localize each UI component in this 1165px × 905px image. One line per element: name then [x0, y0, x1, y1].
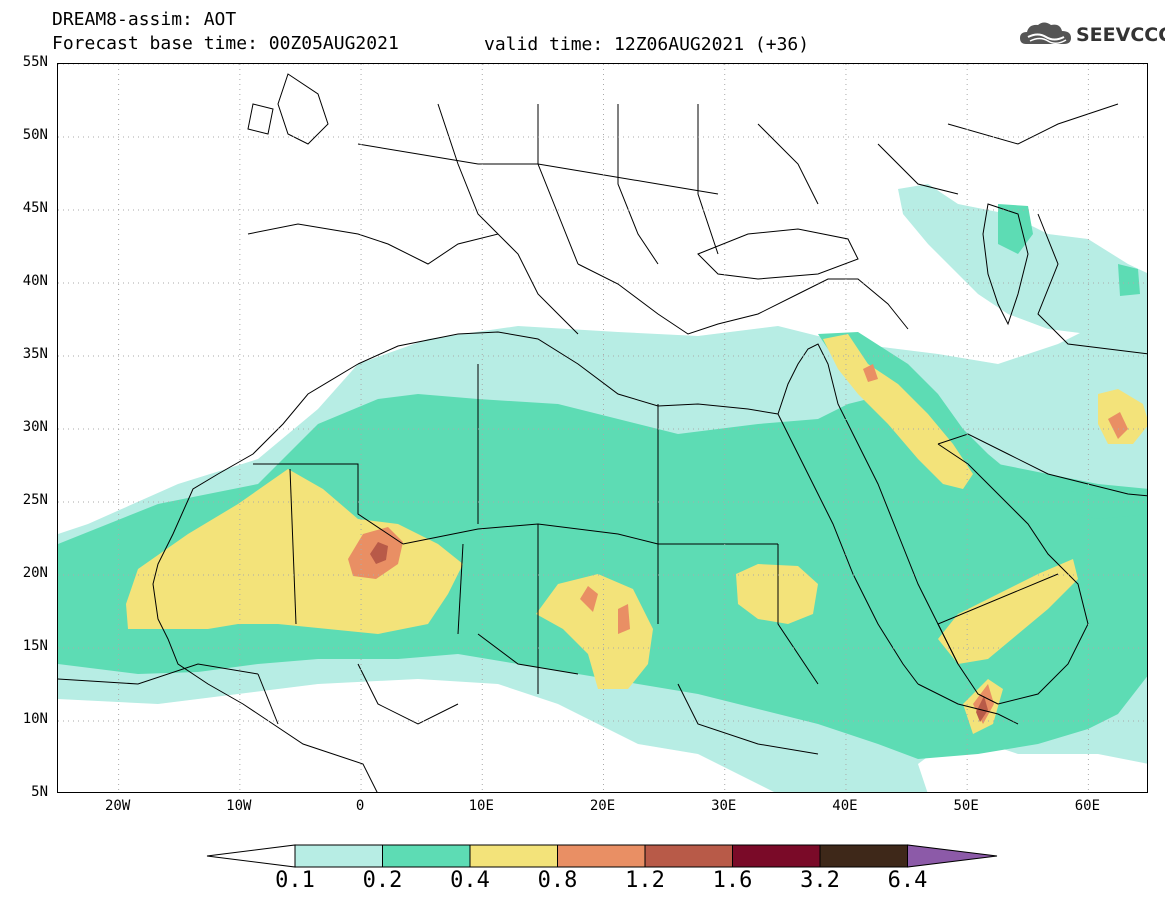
- colorbar-label: 0.1: [275, 868, 315, 893]
- longitude-label: 40E: [832, 798, 858, 814]
- colorbar-segment: [819, 844, 908, 868]
- aot-map: [58, 64, 1147, 792]
- colorbar-segment: [469, 844, 558, 868]
- colorbar-label: 0.4: [450, 868, 490, 893]
- longitude-label: 20E: [589, 798, 616, 814]
- longitude-label: 30E: [711, 798, 737, 814]
- colorbar-under-arrow: [206, 844, 296, 868]
- longitude-label: 10E: [468, 798, 494, 814]
- colorbar: [206, 844, 998, 868]
- coastlines-and-borders: [58, 73, 1147, 792]
- valid-time: valid time: 12Z06AUG2021 (+36): [484, 34, 810, 55]
- colorbar-label: 3.2: [800, 868, 840, 893]
- longitude-label: 10W: [226, 798, 252, 814]
- longitude-label: 20W: [104, 798, 131, 814]
- latitude-label: 50N: [22, 127, 48, 143]
- colorbar-label: 0.2: [362, 868, 403, 893]
- latitude-label: 35N: [22, 346, 48, 362]
- latitude-label: 40N: [22, 273, 48, 289]
- aot-layer-0.4: [126, 334, 1147, 734]
- latitude-label: 15N: [22, 638, 48, 654]
- title-line-1: DREAM8-assim: AOT: [52, 9, 237, 30]
- colorbar-label: 0.8: [537, 868, 578, 893]
- colorbar-segment: [294, 844, 383, 868]
- colorbar-label: 1.6: [712, 868, 753, 893]
- longitude-label: 60E: [1074, 798, 1101, 814]
- cloud-icon: [1020, 22, 1071, 44]
- latitude-label: 10N: [22, 711, 48, 727]
- longitude-label: 50E: [953, 798, 979, 814]
- title-line-2: Forecast base time: 00Z05AUG2021: [52, 33, 399, 54]
- latitude-label: 45N: [22, 200, 48, 216]
- colorbar-segment: [732, 844, 821, 868]
- colorbar-over-arrow: [907, 844, 998, 868]
- colorbar-segment: [382, 844, 471, 868]
- logo-text: SEEVCCC: [1076, 24, 1165, 46]
- map-frame: [57, 63, 1148, 793]
- longitude-label: 0: [355, 798, 365, 814]
- latitude-label: 5N: [31, 784, 48, 800]
- latitude-label: 25N: [22, 492, 48, 508]
- latitude-label: 55N: [22, 54, 48, 70]
- colorbar-segment: [644, 844, 733, 868]
- aot-layer-1.2: [370, 542, 988, 722]
- colorbar-label: 6.4: [887, 868, 928, 893]
- latitude-label: 30N: [22, 419, 48, 435]
- seevccc-logo: SEEVCCC: [1018, 20, 1165, 50]
- colorbar-segment: [557, 844, 646, 868]
- latitude-label: 20N: [22, 565, 48, 581]
- colorbar-label: 1.2: [625, 868, 665, 893]
- graticule: [58, 64, 1147, 792]
